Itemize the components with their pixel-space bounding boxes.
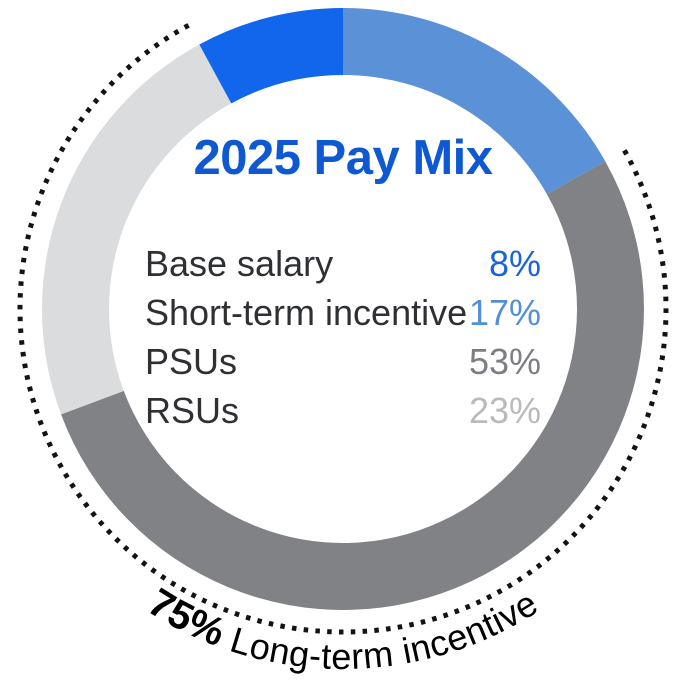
legend-label-rsus: RSUs [145,390,240,431]
legend-label-psus: PSUs [145,341,238,382]
legend-row-psus: PSUs 53% [145,337,541,386]
legend-value-base-salary: 8% [488,243,541,284]
legend-row-rsus: RSUs 23% [145,386,541,435]
legend-label-short-term-incentive: Short-term incentive [145,292,468,333]
pay-mix-legend: Base salary 8% Short-term incentive 17% … [145,239,541,435]
legend-row-short-term-incentive: Short-term incentive 17% [145,288,541,337]
donut-segment-psus [61,161,644,610]
legend-value-rsus: 23% [468,390,541,431]
legend-value-short-term-incentive: 17% [468,292,541,333]
chart-title: 2025 Pay Mix [193,131,493,185]
legend-label-base-salary: Base salary [145,243,334,284]
donut-segment-base-salary [199,8,343,104]
long-term-percent: 75% [141,580,232,655]
legend-row-base-salary: Base salary 8% [145,239,541,288]
legend-value-psus: 53% [468,341,541,382]
donut-segment-rsus [41,44,232,415]
donut-segment-short-term-incentive [343,8,606,195]
donut-segments [41,8,644,610]
